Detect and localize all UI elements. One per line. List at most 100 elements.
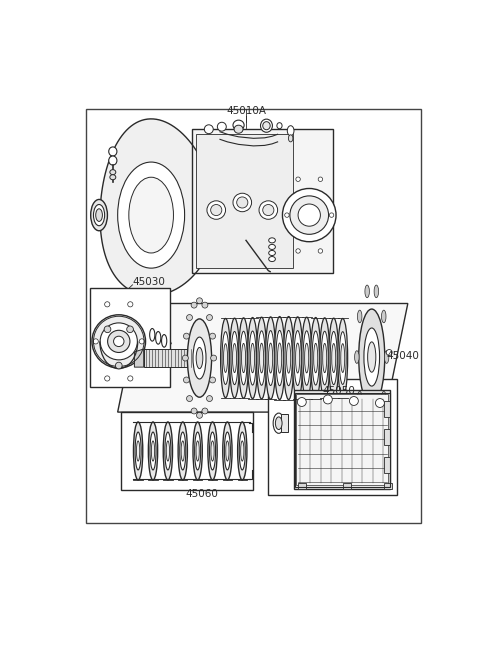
Ellipse shape <box>365 417 370 429</box>
Ellipse shape <box>180 432 186 470</box>
Bar <box>294 390 390 489</box>
Ellipse shape <box>269 251 276 255</box>
Circle shape <box>105 302 110 307</box>
Ellipse shape <box>223 422 232 480</box>
Ellipse shape <box>156 331 161 344</box>
Circle shape <box>105 376 110 381</box>
Ellipse shape <box>374 285 379 298</box>
Circle shape <box>183 333 190 339</box>
Circle shape <box>297 398 306 407</box>
Ellipse shape <box>249 331 256 385</box>
Ellipse shape <box>292 317 303 400</box>
Ellipse shape <box>135 432 141 470</box>
Ellipse shape <box>96 209 102 222</box>
Ellipse shape <box>151 441 155 461</box>
Circle shape <box>196 413 203 419</box>
Ellipse shape <box>162 335 167 347</box>
Circle shape <box>211 355 216 361</box>
Ellipse shape <box>364 328 380 386</box>
Ellipse shape <box>311 318 321 399</box>
Ellipse shape <box>382 310 386 323</box>
Ellipse shape <box>222 332 229 384</box>
Circle shape <box>128 302 133 307</box>
Ellipse shape <box>287 343 291 373</box>
Ellipse shape <box>294 331 301 386</box>
Ellipse shape <box>288 134 293 142</box>
Ellipse shape <box>240 441 244 461</box>
Text: 45030: 45030 <box>132 277 166 287</box>
Ellipse shape <box>330 331 337 384</box>
Ellipse shape <box>321 331 328 385</box>
Circle shape <box>182 355 188 361</box>
Ellipse shape <box>265 317 276 400</box>
Circle shape <box>206 315 213 321</box>
Ellipse shape <box>109 147 117 156</box>
Ellipse shape <box>258 331 265 385</box>
Ellipse shape <box>193 337 206 379</box>
Bar <box>298 483 306 489</box>
Ellipse shape <box>163 422 172 480</box>
Circle shape <box>127 326 133 333</box>
Ellipse shape <box>263 121 270 130</box>
Ellipse shape <box>368 342 376 372</box>
Ellipse shape <box>241 344 246 373</box>
Ellipse shape <box>332 344 336 373</box>
Ellipse shape <box>238 422 247 480</box>
Circle shape <box>290 196 329 234</box>
Circle shape <box>202 302 208 308</box>
Circle shape <box>263 205 274 216</box>
Ellipse shape <box>260 343 264 373</box>
Ellipse shape <box>269 245 276 249</box>
Ellipse shape <box>150 432 156 470</box>
Ellipse shape <box>208 422 217 480</box>
Ellipse shape <box>194 432 201 470</box>
Ellipse shape <box>374 417 379 429</box>
Ellipse shape <box>269 238 276 243</box>
Circle shape <box>386 350 392 356</box>
Bar <box>86 109 421 523</box>
Text: 45050: 45050 <box>323 386 355 396</box>
Ellipse shape <box>275 317 285 400</box>
Bar <box>281 414 288 432</box>
Ellipse shape <box>224 344 228 373</box>
Circle shape <box>139 338 144 344</box>
Circle shape <box>375 399 384 407</box>
Bar <box>144 349 196 367</box>
Bar <box>121 412 253 491</box>
Ellipse shape <box>239 318 249 398</box>
Polygon shape <box>134 349 144 367</box>
Ellipse shape <box>288 126 294 136</box>
Ellipse shape <box>211 441 214 461</box>
Circle shape <box>206 396 213 401</box>
Ellipse shape <box>358 310 362 323</box>
Text: 45060: 45060 <box>186 489 218 499</box>
Circle shape <box>104 326 111 333</box>
Circle shape <box>329 213 334 217</box>
Ellipse shape <box>109 156 117 165</box>
Ellipse shape <box>166 441 169 461</box>
Ellipse shape <box>178 422 187 480</box>
Ellipse shape <box>165 432 171 470</box>
Bar <box>384 457 390 473</box>
Polygon shape <box>118 304 408 412</box>
Bar <box>268 379 396 495</box>
Ellipse shape <box>181 441 184 461</box>
Ellipse shape <box>240 331 247 385</box>
Circle shape <box>108 330 130 352</box>
Ellipse shape <box>273 413 284 434</box>
Circle shape <box>296 249 300 253</box>
Circle shape <box>210 377 216 383</box>
Ellipse shape <box>261 119 273 133</box>
Circle shape <box>285 213 289 217</box>
Circle shape <box>324 395 332 404</box>
Ellipse shape <box>248 318 258 399</box>
Circle shape <box>282 188 336 241</box>
Ellipse shape <box>129 177 173 253</box>
Ellipse shape <box>301 318 312 399</box>
Ellipse shape <box>196 348 203 369</box>
Ellipse shape <box>365 285 370 298</box>
Circle shape <box>100 323 137 360</box>
Ellipse shape <box>221 318 230 398</box>
Ellipse shape <box>269 256 276 262</box>
Ellipse shape <box>193 422 202 480</box>
